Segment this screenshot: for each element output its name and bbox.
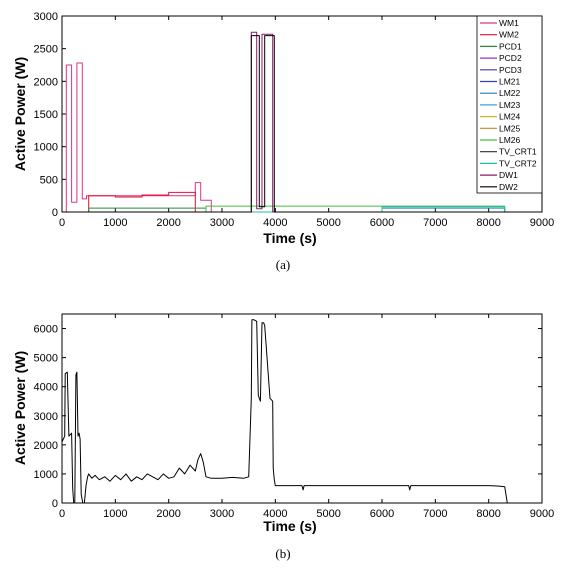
x-tick-label: 7000 [423, 508, 447, 520]
series-line-lm22 [62, 207, 542, 213]
x-tick-label: 4000 [263, 217, 287, 229]
y-tick-label: 3000 [34, 11, 58, 23]
series-line-tv-crt2 [62, 206, 542, 213]
y-tick-label: 0 [52, 207, 58, 219]
plot-area-b [61, 313, 543, 504]
x-tick-label: 3000 [210, 217, 234, 229]
x-tick-label: 6000 [370, 217, 394, 229]
x-tick-label: 0 [59, 508, 65, 520]
legend-label: TV_CRT1 [499, 147, 537, 157]
x-axis-label-b: Time (s) [263, 518, 316, 534]
y-axis-label-a: Active Power (W) [12, 57, 28, 171]
caption-a: (a) [276, 257, 290, 272]
legend-label: TV_CRT2 [499, 158, 537, 168]
x-tick-label: 6000 [370, 508, 394, 520]
series-line-wm1 [62, 62, 542, 213]
x-tick-label: 8000 [476, 217, 500, 229]
series-line-pcd1 [62, 207, 542, 213]
x-tick-label: 5000 [316, 508, 340, 520]
axis-ticks-a: 0 1000 2000 3000 4000 5000 6000 7000 8000 9000 0 50… [34, 11, 555, 229]
y-tick-label: 1500 [34, 109, 58, 121]
legend-label: WM2 [499, 30, 519, 40]
legend-label: DW1 [499, 170, 518, 180]
series-group-b [61, 319, 542, 504]
series-group-a [62, 31, 542, 213]
y-tick-label: 0 [52, 498, 58, 510]
chart-panel-b: 0 1000 2000 3000 4000 5000 6000 7000 8000 9000 0 10… [12, 313, 554, 561]
legend-label: PCD2 [499, 53, 522, 63]
x-tick-label: 0 [59, 217, 65, 229]
y-tick-label: 500 [40, 174, 58, 186]
axis-ticks-b: 0 1000 2000 3000 4000 5000 6000 7000 8000 9000 0 10… [34, 314, 554, 520]
x-tick-label: 2000 [156, 508, 180, 520]
legend-label: LM23 [499, 100, 521, 110]
x-tick-label: 5000 [316, 217, 340, 229]
x-tick-label: 1000 [103, 217, 127, 229]
legend-label: LM26 [499, 135, 521, 145]
legend-label: LM24 [499, 112, 521, 122]
x-tick-label: 9000 [530, 508, 554, 520]
y-tick-label: 2000 [34, 76, 58, 88]
legend-label: LM21 [499, 77, 521, 87]
legend-label: PCD1 [499, 41, 522, 51]
x-tick-label: 4000 [263, 508, 287, 520]
y-tick-label: 2000 [34, 440, 58, 452]
series-line-wm2 [62, 191, 542, 213]
y-tick-label: 3000 [34, 411, 58, 423]
x-tick-label: 9000 [530, 217, 554, 229]
series-line-dw2 [62, 35, 542, 213]
y-axis-label-b: Active Power (W) [12, 351, 28, 465]
legend-label: LM22 [499, 88, 521, 98]
y-tick-label: 4000 [34, 382, 58, 394]
caption-b: (b) [275, 546, 290, 561]
y-tick-label: 6000 [34, 324, 58, 336]
plot-area-a [61, 15, 543, 213]
x-tick-label: 3000 [210, 508, 234, 520]
x-tick-label: 1000 [103, 508, 127, 520]
y-tick-label: 2500 [34, 44, 58, 56]
chart-panel-a: 0 1000 2000 3000 4000 5000 6000 7000 8000 9000 0 50… [12, 11, 554, 272]
x-tick-label: 2000 [156, 217, 180, 229]
y-tick-label: 5000 [34, 353, 58, 365]
series-line-dw1 [62, 31, 542, 213]
legend-label: PCD3 [499, 65, 522, 75]
y-tick-label: 1000 [34, 469, 58, 481]
x-axis-label-a: Time (s) [263, 230, 316, 246]
legend-label: DW2 [499, 182, 518, 192]
legend-label: LM25 [499, 123, 521, 133]
x-tick-label: 8000 [476, 508, 500, 520]
legend-label: WM1 [499, 18, 519, 28]
x-tick-label: 7000 [423, 217, 447, 229]
series-line-b-total [61, 319, 542, 504]
y-tick-label: 1000 [34, 142, 58, 154]
